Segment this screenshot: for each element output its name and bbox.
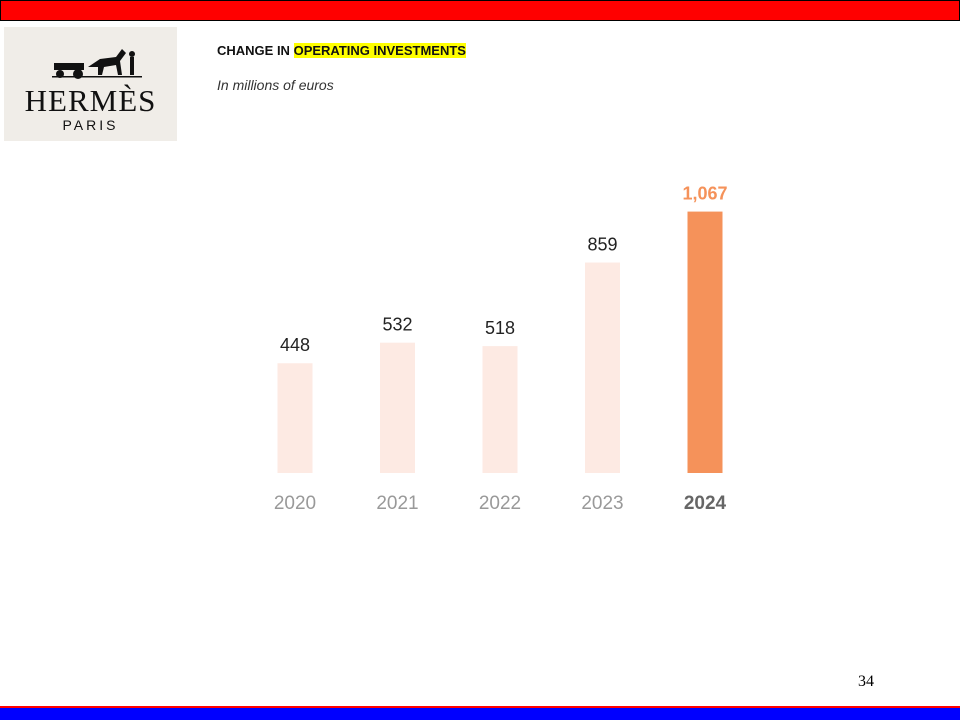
x-tick-label: 2023 [581,493,623,514]
bar [482,346,518,473]
page-number: 34 [858,673,874,690]
chart-title: CHANGE IN OPERATING INVESTMENTS [217,43,466,58]
value-label: 859 [587,235,617,255]
chart-subtitle: In millions of euros [217,77,334,93]
logo-carriage [52,49,142,79]
bar [277,363,313,473]
x-tick-label: 2022 [479,493,521,514]
bar [687,211,723,473]
bottom-bar [0,706,960,720]
bar [585,262,620,473]
value-label: 448 [280,335,310,355]
value-label: 532 [382,315,412,335]
value-label: 518 [485,318,515,338]
title-highlight: OPERATING INVESTMENTS [293,43,466,58]
title-prefix: CHANGE IN [217,43,290,58]
logo: HERMÈS PARIS [4,27,177,141]
bar [380,342,415,473]
value-label: 1,067 [682,184,727,204]
x-tick-label: 2021 [376,493,418,514]
x-tick-label: 2024 [684,493,727,514]
brand-name: HERMÈS [24,83,157,118]
x-tick-label: 2020 [274,493,316,514]
brand-city: PARIS [62,117,119,133]
